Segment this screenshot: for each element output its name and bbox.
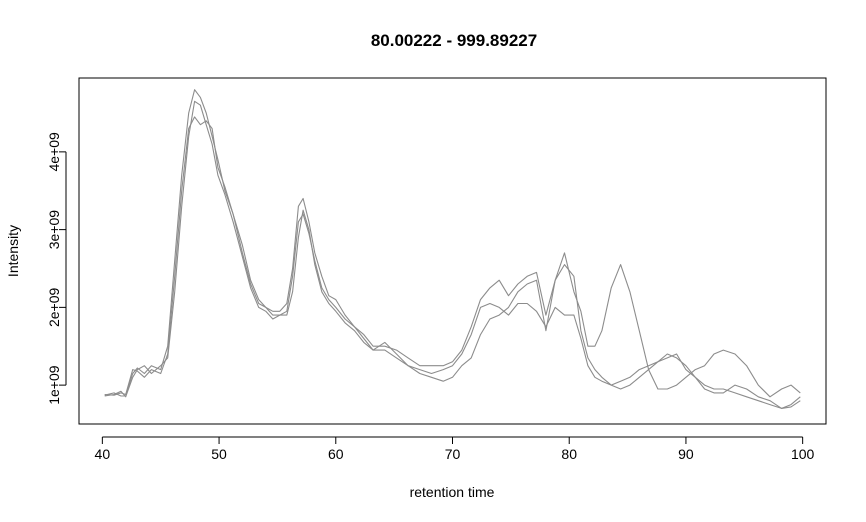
x-tick-label: 50 — [211, 446, 227, 462]
y-tick-label: 2e+09 — [46, 288, 62, 328]
x-tick-label: 90 — [678, 446, 694, 462]
y-tick-label: 4e+09 — [46, 132, 62, 172]
series-line-1 — [104, 89, 801, 409]
plot-frame — [78, 77, 827, 425]
series-line-3 — [104, 100, 801, 398]
y-axis-label: Intensity — [5, 225, 21, 277]
chart-title: 80.00222 - 999.89227 — [371, 31, 537, 50]
x-tick-label: 60 — [328, 446, 344, 462]
x-tick-label: 80 — [561, 446, 577, 462]
y-tick-label: 1e+09 — [46, 365, 62, 405]
x-tick-label: 40 — [95, 446, 111, 462]
y-tick-label: 3e+09 — [46, 210, 62, 250]
x-tick-label: 100 — [791, 446, 815, 462]
x-tick-label: 70 — [445, 446, 461, 462]
series-line-2 — [104, 116, 801, 409]
y-axis: 1e+09 2e+09 3e+09 4e+09 — [46, 132, 67, 405]
x-axis: 40 50 60 70 80 90 100 — [95, 436, 815, 462]
series-group — [104, 89, 801, 409]
x-axis-label: retention time — [410, 484, 495, 500]
